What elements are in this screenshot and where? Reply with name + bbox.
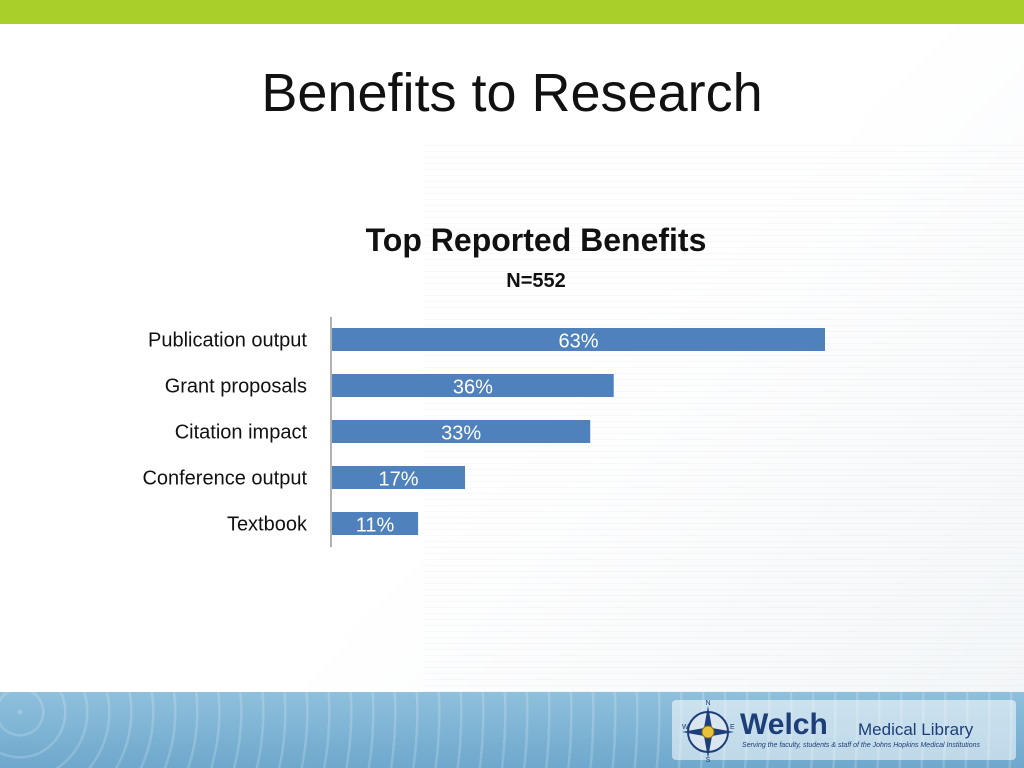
category-label-3: Conference output — [142, 468, 307, 490]
slide-background — [0, 24, 1024, 692]
bar-1 — [332, 374, 614, 397]
svg-text:S: S — [706, 757, 711, 762]
category-label-0: Publication output — [148, 330, 307, 352]
bar-3 — [332, 466, 466, 489]
value-label-2: 33% — [441, 423, 481, 445]
compass-rose-icon: N S W E — [682, 700, 735, 762]
logo-box — [672, 700, 1016, 760]
category-label-1: Grant proposals — [165, 376, 307, 398]
footer-banner: N S W E Welch Medical Library Serving th… — [0, 692, 1024, 768]
bar-0 — [332, 328, 825, 351]
chart-subtitle: N=552 — [506, 270, 566, 292]
slide-title: Benefits to Research — [261, 63, 763, 123]
category-label-2: Citation impact — [175, 422, 308, 444]
chart-title: Top Reported Benefits — [365, 222, 707, 258]
logo-medical-library: Medical Library — [858, 720, 974, 739]
svg-text:N: N — [705, 700, 710, 707]
logo-welch: Welch — [740, 708, 828, 741]
bar-2 — [332, 420, 591, 443]
value-label-3: 17% — [379, 469, 419, 491]
value-label-4: 11% — [356, 515, 395, 537]
logo-tagline: Serving the faculty, students & staff of… — [742, 742, 980, 749]
svg-text:E: E — [730, 724, 735, 731]
category-label-4: Textbook — [227, 514, 308, 536]
bar-4 — [332, 512, 419, 535]
svg-text:W: W — [682, 724, 689, 731]
top-accent-bar — [0, 0, 1024, 24]
value-label-0: 63% — [558, 331, 598, 353]
value-label-1: 36% — [453, 377, 493, 399]
